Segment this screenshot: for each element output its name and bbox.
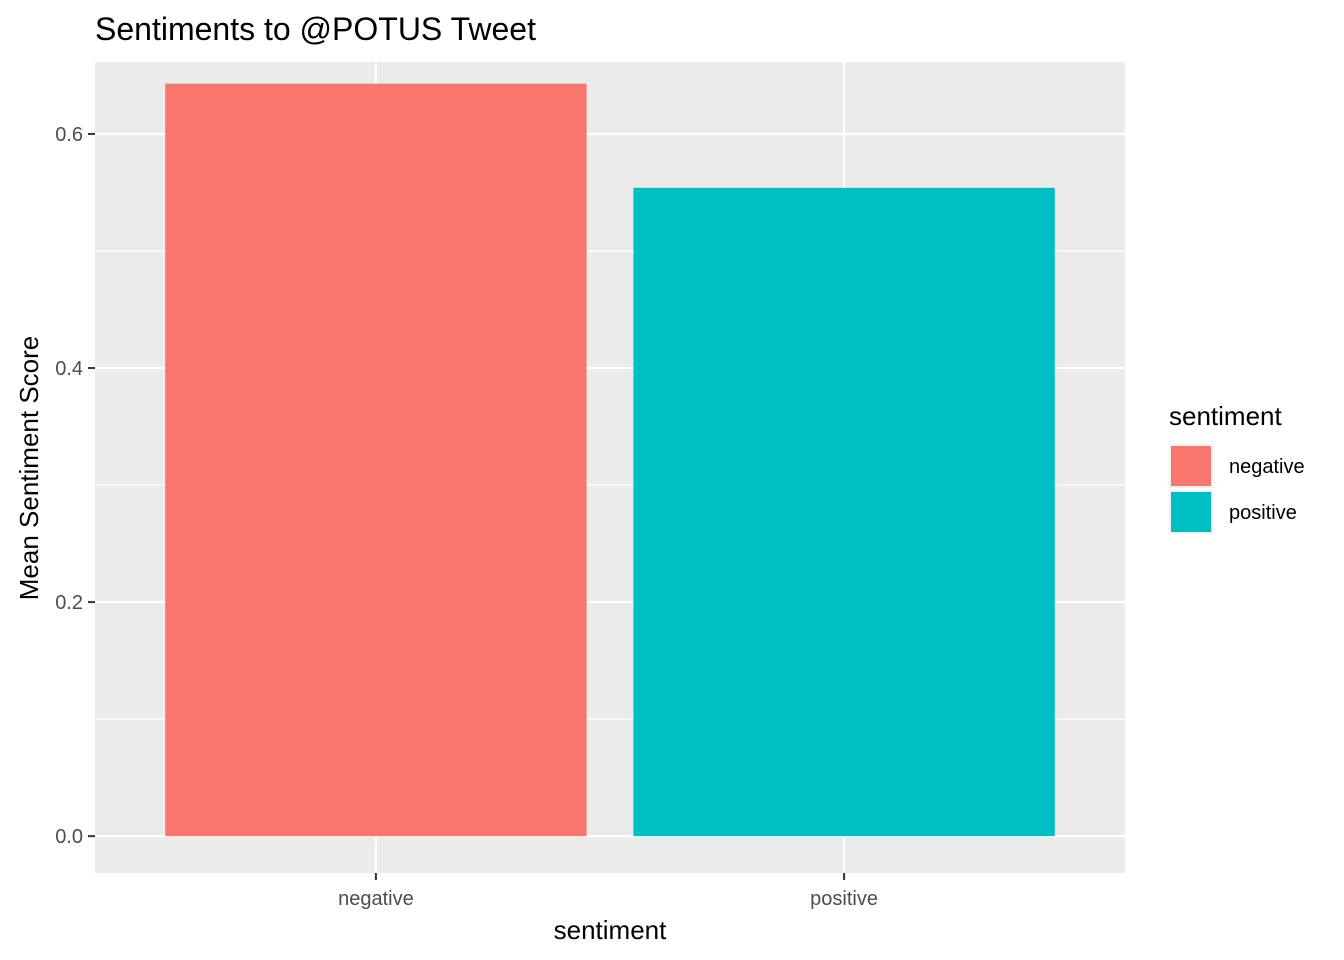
y-axis-title: Mean Sentiment Score — [14, 336, 44, 600]
y-tick-label: 0.2 — [55, 592, 83, 614]
y-axis-ticks: 0.0 0.2 0.4 0.6 — [55, 124, 95, 848]
y-tick-label: 0.4 — [55, 358, 83, 380]
legend-label-positive: positive — [1229, 502, 1297, 524]
y-tick-label: 0.6 — [55, 124, 83, 146]
legend-items: negative positive — [1169, 444, 1305, 534]
bar-negative — [165, 83, 587, 837]
y-tick-label: 0.0 — [55, 826, 83, 848]
legend: sentiment negative positive — [1169, 401, 1305, 534]
x-tick-label-negative: negative — [338, 888, 414, 910]
chart-title: Sentiments to @POTUS Tweet — [95, 11, 536, 47]
legend-key-negative — [1171, 446, 1211, 486]
legend-label-negative: negative — [1229, 456, 1305, 478]
x-axis-ticks: negative positive — [338, 873, 878, 910]
x-tick-label-positive: positive — [810, 888, 878, 910]
legend-key-positive — [1171, 492, 1211, 532]
legend-title: sentiment — [1169, 401, 1282, 431]
x-axis-title: sentiment — [554, 915, 667, 945]
bars — [165, 83, 1055, 837]
bar-positive — [633, 187, 1055, 837]
